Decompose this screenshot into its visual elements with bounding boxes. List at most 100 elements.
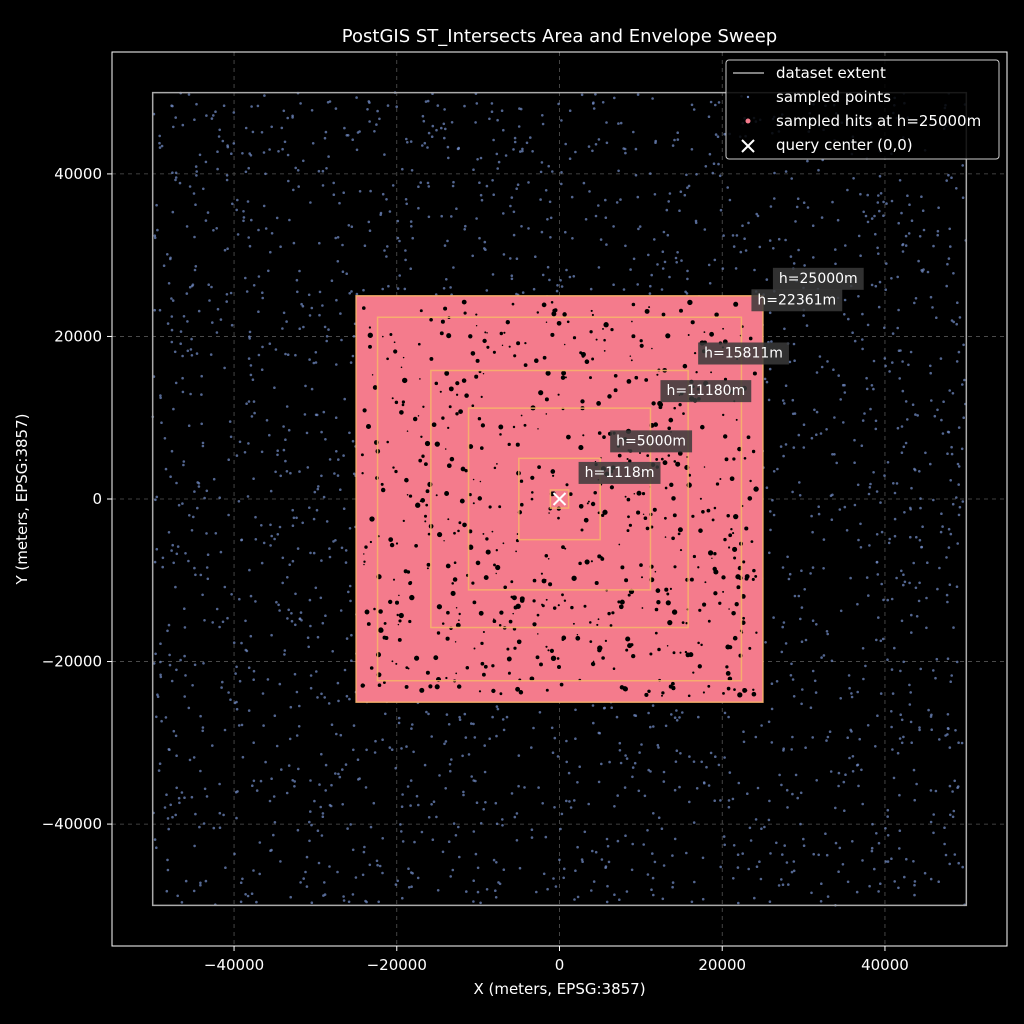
sampled-point [913, 467, 916, 471]
sampled-point [336, 474, 340, 477]
sampled-point [238, 679, 242, 683]
sampled-point [818, 355, 822, 358]
sampled-point [244, 126, 248, 130]
sampled-point [717, 101, 721, 104]
hits-gap [465, 666, 470, 670]
sampled-point [537, 786, 540, 789]
hits-gap [455, 412, 459, 416]
hits-gap [695, 371, 698, 374]
sampled-point [342, 454, 345, 457]
sampled-point [882, 200, 885, 204]
hits-gap [382, 335, 384, 338]
hits-gap [565, 483, 569, 487]
sampled-point [192, 756, 196, 759]
hits-gap [445, 563, 451, 569]
hits-gap [363, 684, 366, 687]
sampled-point [344, 763, 348, 766]
sampled-point [929, 371, 932, 375]
sampled-point [237, 500, 241, 503]
sampled-point [467, 753, 471, 756]
hits-gap [435, 494, 438, 497]
sampled-point [219, 550, 223, 554]
sampled-point [900, 741, 904, 745]
sampled-point [259, 779, 263, 783]
sampled-point [630, 868, 634, 872]
hits-gap [480, 661, 485, 666]
sampled-point [170, 328, 174, 332]
sampled-point [479, 193, 483, 197]
sampled-point [294, 353, 297, 357]
hits-gap [549, 648, 554, 653]
sampled-point [890, 277, 893, 280]
hits-gap [439, 331, 444, 336]
hits-gap [580, 528, 584, 532]
sampled-point [495, 705, 499, 708]
sampled-point [409, 220, 413, 223]
sampled-point [714, 133, 718, 136]
sampled-point [624, 754, 627, 757]
sampled-point [956, 786, 959, 789]
hits-gap [475, 313, 478, 316]
sampled-point [947, 257, 951, 260]
hits-gap [557, 393, 560, 396]
sampled-point [900, 718, 904, 722]
sampled-point [847, 317, 850, 321]
sampled-point [792, 342, 796, 346]
hits-gap [537, 465, 541, 469]
sampled-point [756, 786, 760, 790]
hits-gap [619, 599, 625, 605]
hits-gap [610, 327, 614, 332]
sampled-point [875, 561, 879, 564]
sampled-point [898, 829, 902, 832]
sampled-point [229, 698, 232, 701]
sampled-point [183, 654, 186, 658]
sampled-point [712, 162, 716, 165]
hits-gap [595, 338, 598, 341]
sampled-point [510, 792, 514, 795]
sampled-point [540, 161, 544, 164]
sampled-point [695, 173, 698, 176]
sampled-point [275, 744, 279, 748]
sampled-point [917, 599, 921, 603]
hits-gap [660, 457, 664, 461]
hits-gap [550, 655, 557, 661]
sampled-point [853, 461, 856, 465]
sampled-point [314, 586, 318, 590]
sampled-point [929, 462, 932, 466]
sampled-point [692, 760, 696, 763]
sampled-point [494, 896, 498, 899]
sampled-point [941, 432, 945, 435]
sampled-point [339, 312, 342, 315]
hits-gap [450, 590, 456, 596]
hits-gap [424, 440, 431, 447]
sampled-point [649, 770, 652, 773]
sampled-point [184, 879, 188, 883]
sampled-point [784, 443, 788, 446]
sampled-point [772, 470, 776, 473]
sampled-point [232, 641, 236, 644]
hits-gap [530, 497, 534, 501]
sampled-point [181, 354, 184, 358]
hits-gap [687, 334, 690, 336]
hits-gap [625, 648, 629, 652]
hits-gap [361, 472, 364, 475]
sampled-point [413, 840, 416, 844]
sampled-point [472, 900, 475, 903]
sampled-point [513, 140, 517, 144]
sampled-point [676, 251, 679, 254]
hits-gap [474, 374, 479, 379]
sampled-point [357, 778, 360, 781]
hits-gap [584, 559, 590, 565]
sampled-point [640, 743, 643, 746]
hits-gap [396, 613, 399, 617]
sampled-point [652, 893, 655, 897]
sampled-point [475, 217, 478, 220]
sampled-point [320, 559, 323, 562]
sampled-point [769, 852, 772, 855]
sampled-point [258, 872, 262, 876]
hits-gap [602, 509, 608, 515]
hits-gap [669, 482, 674, 487]
sampled-point [612, 283, 615, 287]
sampled-point [859, 254, 862, 257]
sampled-point [932, 669, 935, 672]
